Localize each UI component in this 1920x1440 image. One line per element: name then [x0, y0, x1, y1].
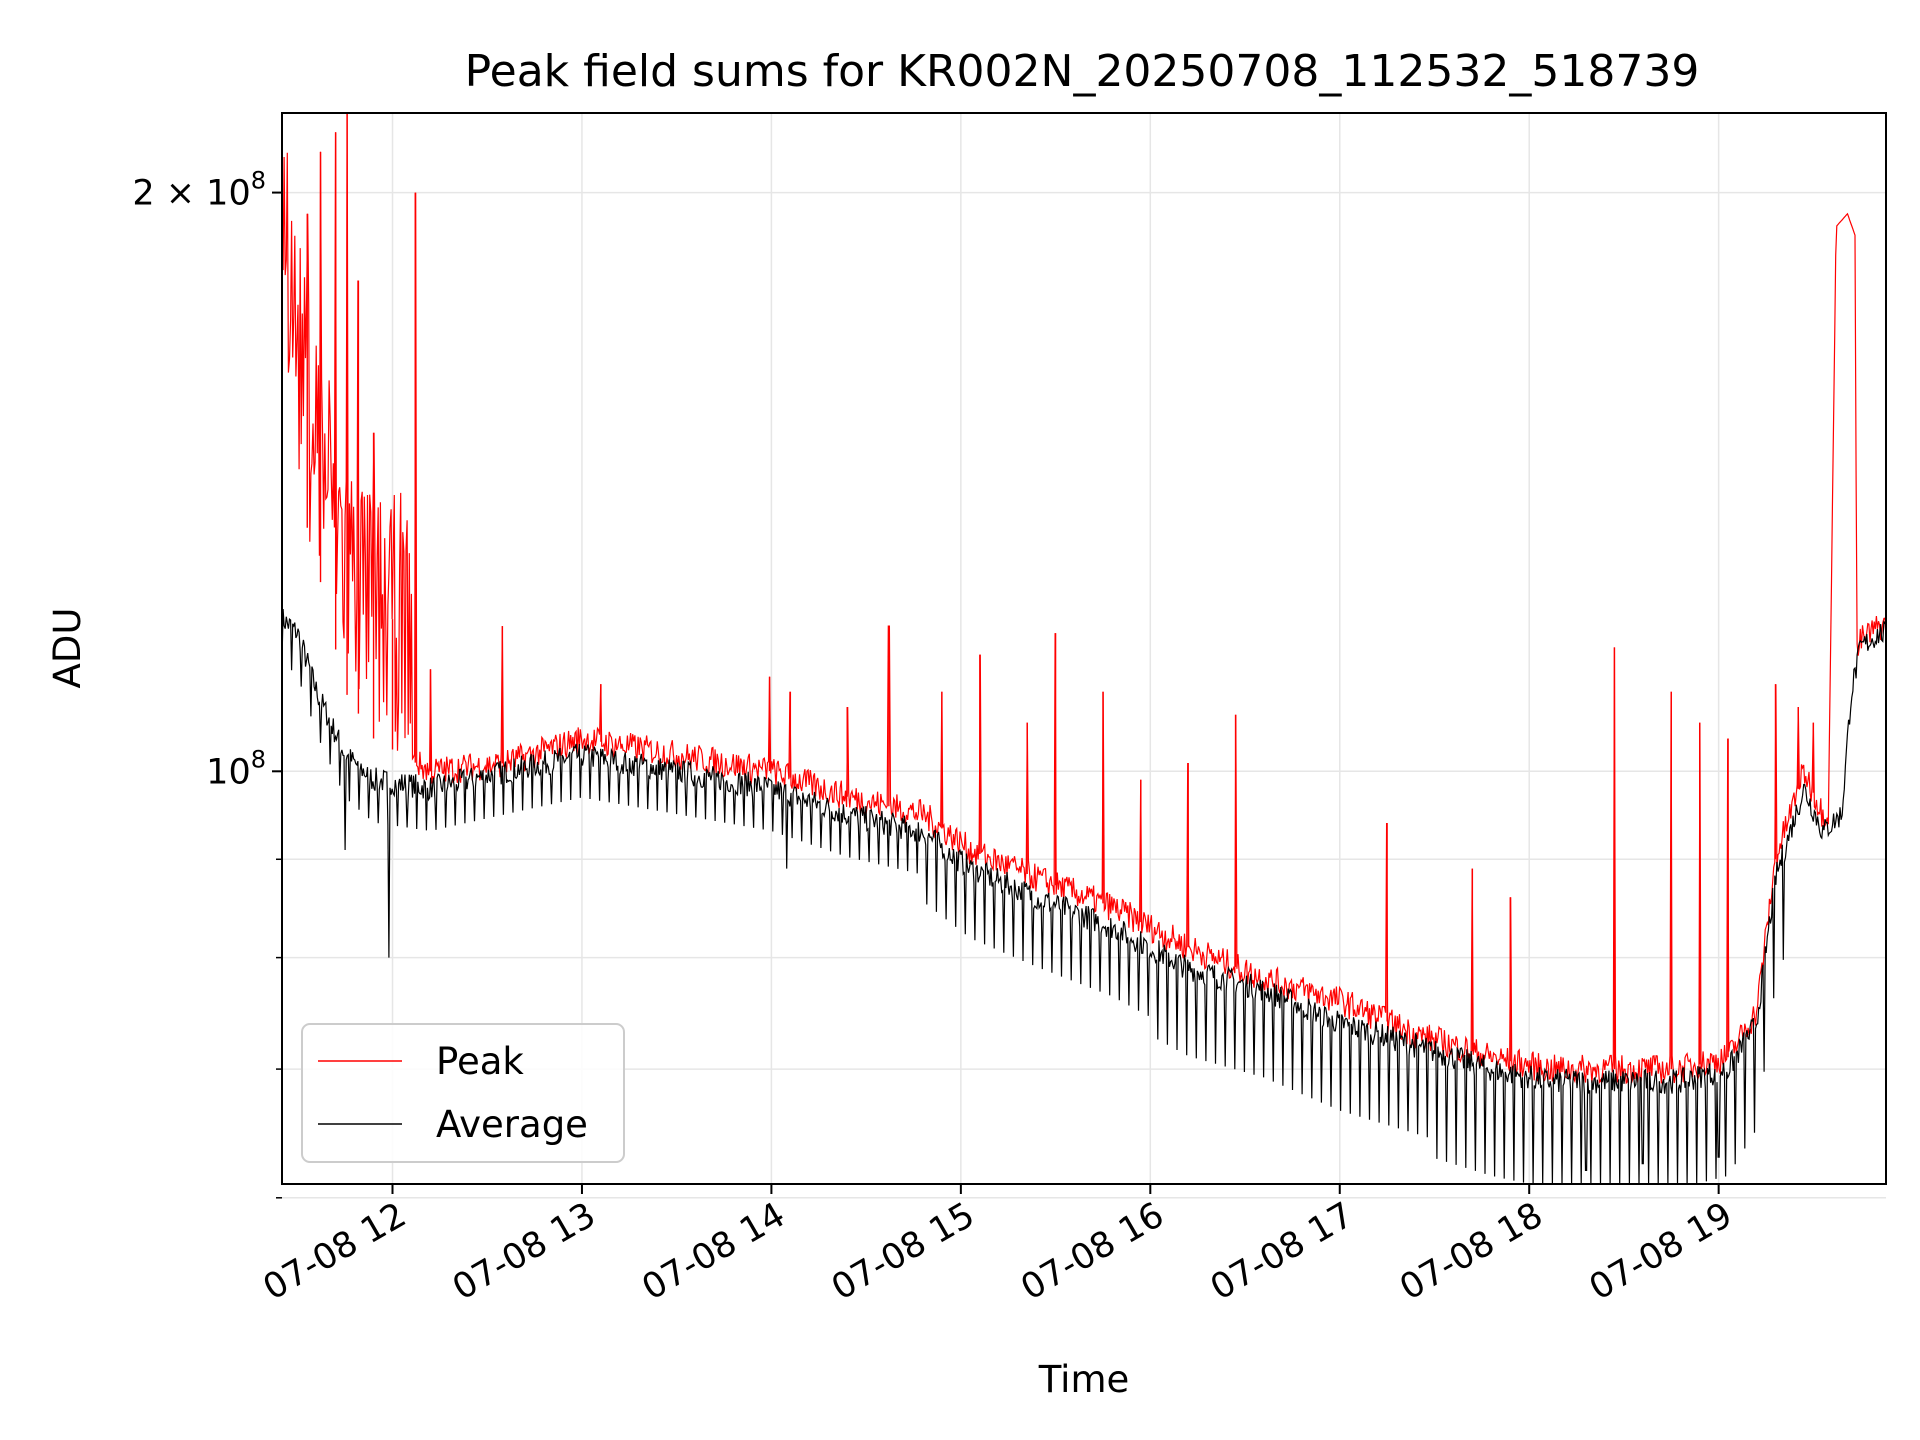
chart-title: Peak field sums for KR002N_20250708_1125… [465, 46, 1700, 97]
plot-frame [281, 112, 1887, 1185]
series-line-average [281, 608, 1887, 1185]
x-axis-label: Time [1038, 1358, 1130, 1401]
legend-label-average: Average [436, 1103, 588, 1146]
legend: Peak Average [301, 1023, 625, 1163]
legend-label-peak: Peak [436, 1040, 524, 1083]
y-tick-label: 108 [206, 745, 266, 792]
y-tick-label: 2 × 108 [132, 167, 266, 214]
legend-box [301, 1023, 625, 1163]
series-line-peak [281, 112, 1887, 1085]
plot-lines [281, 112, 1887, 1185]
y-axis-label: ADU [46, 608, 89, 689]
